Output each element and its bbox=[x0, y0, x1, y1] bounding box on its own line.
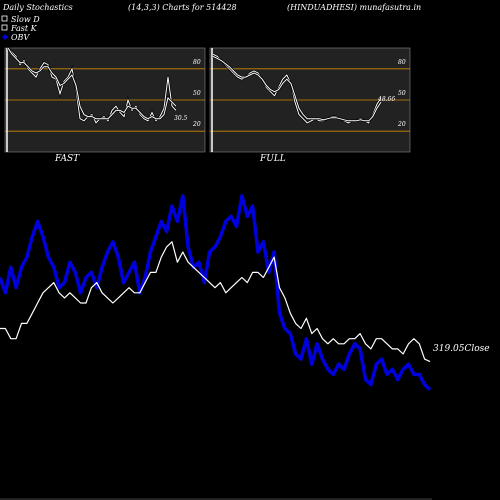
obv-line bbox=[0, 194, 432, 391]
full-tick-20: 20 bbox=[397, 121, 406, 128]
legend-label-0: Slow D bbox=[11, 15, 40, 24]
fast-tick-20: 20 bbox=[192, 121, 201, 128]
fast-series-0 bbox=[7, 47, 177, 124]
full-value-label: 48.66 bbox=[377, 96, 395, 103]
main-plot bbox=[0, 194, 432, 500]
legend-label-2: OBV bbox=[11, 33, 30, 42]
header-left: Daily Stochastics bbox=[2, 3, 73, 12]
legend-marker-obv bbox=[2, 34, 8, 40]
fast-tick-50: 50 bbox=[193, 90, 201, 97]
fast-tick-80: 80 bbox=[193, 59, 201, 66]
full-title: FULL bbox=[259, 154, 286, 164]
full-tick-80: 80 bbox=[398, 59, 406, 66]
full-tick-50: 50 bbox=[398, 90, 406, 97]
header-center-right: (HINDUADHESI) munafasutra.in bbox=[287, 3, 421, 12]
fast-series-1 bbox=[7, 47, 177, 120]
legend-label-1: Fast K bbox=[10, 24, 38, 33]
panel-full: 20 50 80 bbox=[209, 47, 411, 153]
fast-title: FAST bbox=[54, 154, 80, 164]
legend-marker-0 bbox=[1, 15, 8, 22]
close-label: 319.05Close bbox=[433, 344, 490, 354]
full-series-1 bbox=[212, 55, 382, 122]
legend-marker-1 bbox=[1, 24, 8, 31]
fast-value-label: 30.5 bbox=[174, 115, 188, 122]
panel-fast: 20 50 80 bbox=[4, 47, 206, 153]
header-center-left: (14,3,3) Charts for 514428 bbox=[128, 3, 237, 12]
price-line bbox=[0, 241, 431, 363]
